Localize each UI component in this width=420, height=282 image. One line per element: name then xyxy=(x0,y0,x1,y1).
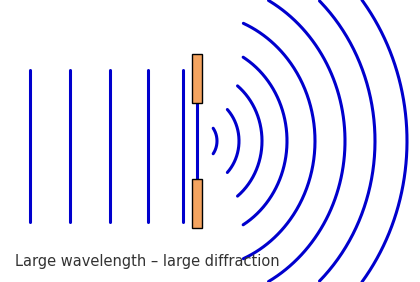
Bar xyxy=(192,179,202,228)
Text: Large wavelength – large diffraction: Large wavelength – large diffraction xyxy=(15,254,280,269)
Bar xyxy=(192,54,202,103)
